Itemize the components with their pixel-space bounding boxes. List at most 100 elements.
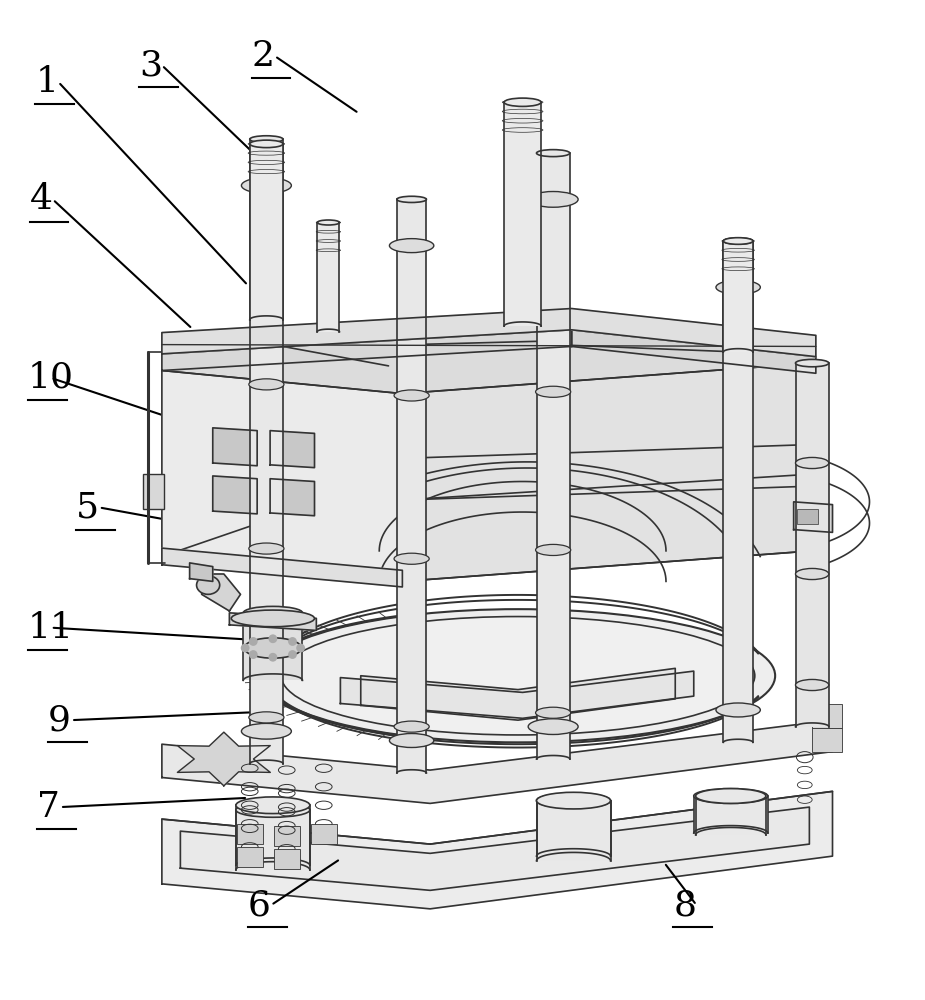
Ellipse shape xyxy=(536,793,611,808)
FancyBboxPatch shape xyxy=(812,704,842,728)
Ellipse shape xyxy=(244,638,302,658)
Text: 4: 4 xyxy=(30,182,53,216)
Ellipse shape xyxy=(536,707,571,718)
Ellipse shape xyxy=(281,617,755,735)
FancyBboxPatch shape xyxy=(694,796,768,833)
Circle shape xyxy=(269,654,277,661)
Ellipse shape xyxy=(723,238,753,244)
FancyBboxPatch shape xyxy=(250,144,283,320)
Polygon shape xyxy=(270,479,314,516)
FancyBboxPatch shape xyxy=(536,801,611,861)
Ellipse shape xyxy=(231,610,314,627)
Ellipse shape xyxy=(536,150,570,157)
FancyBboxPatch shape xyxy=(536,801,611,856)
Text: 8: 8 xyxy=(673,888,697,922)
Ellipse shape xyxy=(249,379,284,390)
FancyBboxPatch shape xyxy=(236,810,310,865)
Polygon shape xyxy=(402,363,812,581)
FancyBboxPatch shape xyxy=(243,613,302,680)
FancyBboxPatch shape xyxy=(317,223,339,332)
FancyBboxPatch shape xyxy=(723,241,753,742)
Ellipse shape xyxy=(536,792,611,809)
Polygon shape xyxy=(180,807,809,890)
Ellipse shape xyxy=(250,136,283,143)
Text: 1: 1 xyxy=(35,65,58,99)
FancyBboxPatch shape xyxy=(250,139,283,764)
Ellipse shape xyxy=(796,568,829,580)
Ellipse shape xyxy=(196,576,220,594)
FancyBboxPatch shape xyxy=(812,728,842,752)
FancyBboxPatch shape xyxy=(274,826,300,846)
Ellipse shape xyxy=(528,719,578,734)
Polygon shape xyxy=(162,330,572,371)
Ellipse shape xyxy=(261,609,775,742)
Ellipse shape xyxy=(249,543,284,554)
Ellipse shape xyxy=(241,723,291,739)
Ellipse shape xyxy=(389,734,434,747)
Ellipse shape xyxy=(389,239,434,253)
Ellipse shape xyxy=(716,703,760,717)
Ellipse shape xyxy=(397,196,426,202)
Polygon shape xyxy=(202,574,240,611)
FancyBboxPatch shape xyxy=(311,824,337,844)
Polygon shape xyxy=(340,671,694,718)
Ellipse shape xyxy=(236,797,310,814)
FancyBboxPatch shape xyxy=(504,102,541,326)
Polygon shape xyxy=(178,732,270,786)
Text: 5: 5 xyxy=(76,490,99,524)
Circle shape xyxy=(250,651,257,658)
Ellipse shape xyxy=(716,280,760,294)
Polygon shape xyxy=(794,502,832,532)
Ellipse shape xyxy=(250,140,283,148)
Circle shape xyxy=(269,635,277,642)
Text: 6: 6 xyxy=(248,888,271,922)
Polygon shape xyxy=(162,340,812,394)
Polygon shape xyxy=(270,431,314,468)
Circle shape xyxy=(289,651,296,658)
Polygon shape xyxy=(213,476,257,514)
Ellipse shape xyxy=(249,712,284,723)
Bar xyxy=(143,474,164,509)
FancyBboxPatch shape xyxy=(237,824,263,844)
Circle shape xyxy=(289,638,296,645)
Polygon shape xyxy=(229,613,316,630)
Polygon shape xyxy=(361,668,675,720)
Polygon shape xyxy=(162,791,833,909)
Polygon shape xyxy=(162,309,816,357)
Ellipse shape xyxy=(696,789,766,803)
Ellipse shape xyxy=(394,721,429,732)
Text: 3: 3 xyxy=(139,48,162,82)
Polygon shape xyxy=(162,720,833,803)
Circle shape xyxy=(297,644,304,652)
FancyBboxPatch shape xyxy=(723,241,753,352)
Ellipse shape xyxy=(394,553,429,564)
Ellipse shape xyxy=(723,238,753,244)
Text: 9: 9 xyxy=(48,703,71,737)
Ellipse shape xyxy=(536,386,571,397)
Ellipse shape xyxy=(243,606,302,619)
FancyBboxPatch shape xyxy=(397,199,426,773)
Ellipse shape xyxy=(796,679,829,691)
Ellipse shape xyxy=(241,178,291,193)
Polygon shape xyxy=(162,548,402,587)
Bar xyxy=(797,509,818,524)
FancyBboxPatch shape xyxy=(536,153,570,759)
Ellipse shape xyxy=(694,789,768,803)
FancyBboxPatch shape xyxy=(236,805,310,870)
FancyBboxPatch shape xyxy=(696,796,766,835)
Ellipse shape xyxy=(236,802,310,817)
Polygon shape xyxy=(190,563,213,581)
Ellipse shape xyxy=(796,359,829,367)
Polygon shape xyxy=(572,330,816,373)
Text: 7: 7 xyxy=(37,790,60,824)
Ellipse shape xyxy=(394,390,429,401)
Text: 11: 11 xyxy=(28,611,74,645)
Polygon shape xyxy=(213,428,257,466)
Text: 10: 10 xyxy=(28,361,74,395)
Ellipse shape xyxy=(528,192,578,207)
Text: 2: 2 xyxy=(252,39,275,73)
FancyBboxPatch shape xyxy=(796,363,829,727)
FancyBboxPatch shape xyxy=(237,847,263,867)
Ellipse shape xyxy=(536,544,571,556)
Ellipse shape xyxy=(317,220,339,225)
